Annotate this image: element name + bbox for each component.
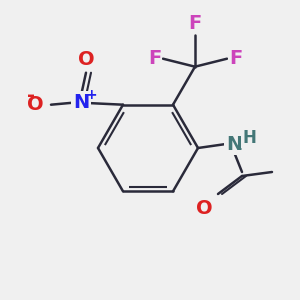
Text: F: F: [188, 14, 202, 33]
Text: N: N: [73, 93, 89, 112]
Text: O: O: [196, 199, 213, 218]
Text: F: F: [148, 49, 161, 68]
Text: +: +: [85, 88, 97, 102]
Text: O: O: [78, 50, 94, 69]
Text: H: H: [242, 129, 256, 147]
Text: F: F: [229, 49, 242, 68]
Text: N: N: [226, 134, 242, 154]
Text: -: -: [27, 86, 35, 105]
Text: O: O: [27, 95, 44, 114]
